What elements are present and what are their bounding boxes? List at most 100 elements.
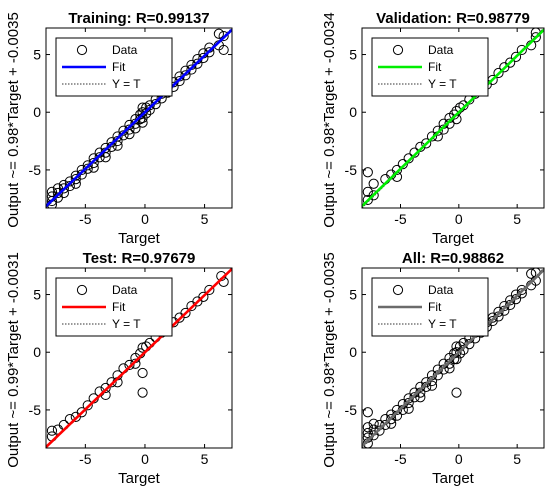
data-point <box>218 30 229 42</box>
data-point <box>204 47 215 58</box>
data-point <box>204 284 215 296</box>
data-point <box>499 305 510 316</box>
data-point <box>76 169 87 180</box>
plot-title: All: R=0.98862 <box>402 250 504 267</box>
legend: Data Fit Y = T <box>55 37 173 97</box>
y-tick-label: 0 <box>33 344 41 360</box>
data-point <box>458 344 469 356</box>
data-point <box>192 58 203 69</box>
data-point <box>82 400 93 411</box>
data-point <box>198 291 209 302</box>
data-point <box>451 341 462 352</box>
data-point <box>124 124 135 135</box>
legend-label-identity: Y = T <box>112 77 141 91</box>
y-tick-label: 5 <box>349 47 357 63</box>
legend-label-fit: Fit <box>112 300 126 314</box>
data-point <box>100 382 111 394</box>
data-point <box>454 348 466 359</box>
y-tick-label: -5 <box>29 162 42 178</box>
fit-line <box>46 28 232 208</box>
data-point <box>64 176 75 187</box>
plot-marks <box>46 268 232 448</box>
data-point <box>186 64 197 75</box>
data-point <box>218 44 229 56</box>
data-point <box>124 359 135 371</box>
x-axis-label: Target <box>432 470 475 487</box>
legend-label-identity: Y = T <box>112 317 141 331</box>
y-axis-label: Output ~= 0.98*Target + -0.0035 <box>321 252 338 468</box>
data-point <box>380 419 391 431</box>
y-axis-label: Output ~= 0.98*Target + -0.0035 <box>5 12 22 228</box>
data-point <box>421 138 432 149</box>
legend: Data Fit Y = T <box>371 37 489 97</box>
data-point <box>432 125 443 136</box>
data-point <box>213 28 224 39</box>
data-point <box>403 153 414 164</box>
legend-label-data: Data <box>112 43 138 57</box>
data-point <box>493 306 504 317</box>
data-point <box>106 377 117 388</box>
x-tick-label: 0 <box>141 211 149 227</box>
x-axis-label: Target <box>118 230 161 247</box>
y-tick-label: -5 <box>29 402 42 418</box>
legend-label-fit: Fit <box>428 300 442 314</box>
axes-box <box>45 27 233 209</box>
data-point <box>150 99 161 110</box>
data-point <box>135 114 146 125</box>
fit-line <box>46 268 232 448</box>
data-point <box>493 67 504 79</box>
data-point <box>174 75 185 87</box>
legend-label-fit: Fit <box>112 60 126 74</box>
legend-label-data: Data <box>428 283 454 297</box>
y-tick-label: -5 <box>345 162 358 178</box>
data-point <box>409 147 420 158</box>
data-point <box>130 123 141 134</box>
plot-title: Test: R=0.97679 <box>83 250 196 267</box>
legend-marker-data <box>76 44 88 56</box>
data-point <box>76 407 87 418</box>
subplot-2: -5 0 5 -5 0 5 Validation: R=0.98779 Target Outpu… <box>321 10 545 247</box>
y-axis-label: Output ~= 0.98*Target + -0.0034 <box>321 12 338 228</box>
data-point <box>505 299 516 311</box>
y-axis-label: Output ~= 0.99*Target + -0.0031 <box>5 252 22 468</box>
data-point <box>180 307 191 319</box>
legend-marker-data <box>392 284 404 296</box>
data-point <box>118 125 129 136</box>
y-tick-label: 0 <box>349 344 357 360</box>
data-point <box>88 157 99 169</box>
x-tick-label: 0 <box>455 451 463 467</box>
x-tick-label: 5 <box>201 451 209 467</box>
y-tick-label: 5 <box>349 287 357 303</box>
data-point <box>516 284 527 296</box>
data-point <box>362 422 373 433</box>
fit-line <box>362 28 544 208</box>
data-point <box>458 100 469 111</box>
data-point <box>82 160 93 171</box>
x-tick-label: 5 <box>201 211 209 227</box>
data-point <box>368 418 379 429</box>
data-point <box>403 397 414 409</box>
data-point <box>88 162 99 173</box>
data-point <box>526 268 537 279</box>
data-point <box>144 104 155 116</box>
legend-label-identity: Y = T <box>428 317 457 331</box>
data-point <box>70 170 81 181</box>
axes-box <box>361 27 545 209</box>
data-point <box>438 364 449 375</box>
data-point <box>58 183 69 194</box>
data-point <box>397 159 408 170</box>
data-point <box>499 300 510 312</box>
data-point <box>124 129 135 140</box>
data-point <box>426 380 438 391</box>
data-point <box>112 140 123 151</box>
y-tick-label: 0 <box>33 104 41 120</box>
data-point <box>449 354 460 365</box>
legend-marker-data <box>392 44 404 56</box>
data-point <box>137 387 148 398</box>
x-axis-label: Target <box>118 470 161 487</box>
x-tick-label: 0 <box>141 451 149 467</box>
data-point <box>438 124 449 135</box>
legend-label-fit: Fit <box>428 60 442 74</box>
data-point <box>362 167 373 178</box>
data-point <box>198 52 209 64</box>
